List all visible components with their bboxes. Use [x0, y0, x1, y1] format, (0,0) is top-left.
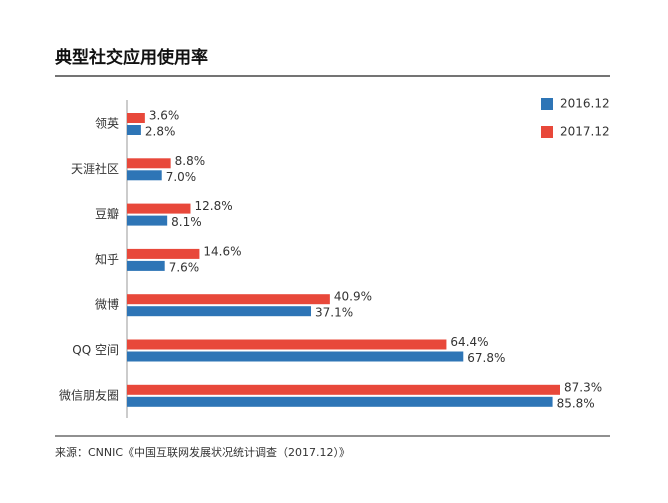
- bar: [127, 203, 191, 214]
- value-label: 8.8%: [175, 154, 206, 168]
- value-label: 7.0%: [166, 170, 197, 184]
- value-label: 64.4%: [450, 335, 488, 349]
- bar: [127, 396, 553, 407]
- value-label: 67.8%: [467, 351, 505, 365]
- y-tick-label: 知乎: [95, 252, 119, 266]
- legend-label: 2017.12: [560, 125, 610, 139]
- bar: [127, 248, 200, 259]
- value-label: 12.8%: [194, 199, 232, 213]
- bar: [127, 170, 162, 181]
- value-label: 14.6%: [203, 244, 241, 258]
- y-tick-label: 领英: [95, 117, 119, 131]
- bar: [127, 215, 168, 226]
- bar: [127, 294, 330, 305]
- y-tick-label: QQ 空间: [72, 343, 119, 357]
- y-tick-label: 天涯社区: [71, 161, 119, 176]
- bar: [127, 113, 145, 123]
- bar: [127, 158, 171, 169]
- legend-swatch: [541, 98, 553, 110]
- bar: [127, 260, 165, 271]
- y-tick-label: 微博: [95, 297, 119, 312]
- value-label: 8.1%: [171, 215, 202, 229]
- bar: [127, 384, 561, 395]
- value-label: 37.1%: [315, 306, 353, 320]
- bar: [127, 125, 141, 135]
- y-tick-label: 微信朋友圈: [59, 388, 119, 402]
- value-label: 85.8%: [557, 396, 595, 410]
- legend-label: 2016.12: [560, 97, 610, 111]
- bar: [127, 339, 447, 350]
- value-label: 3.6%: [149, 109, 180, 123]
- bar: [127, 306, 312, 317]
- y-tick-label: 豆瓣: [95, 207, 119, 221]
- chart-title: 典型社交应用使用率: [55, 47, 208, 68]
- value-label: 2.8%: [145, 125, 176, 139]
- legend-swatch: [541, 126, 553, 138]
- source-note: 来源：CNNIC《中国互联网发展状况统计调查（2017.12）》: [55, 445, 350, 459]
- value-label: 7.6%: [169, 260, 200, 274]
- bar: [127, 351, 464, 362]
- value-label: 87.3%: [564, 380, 602, 394]
- value-label: 40.9%: [334, 290, 372, 304]
